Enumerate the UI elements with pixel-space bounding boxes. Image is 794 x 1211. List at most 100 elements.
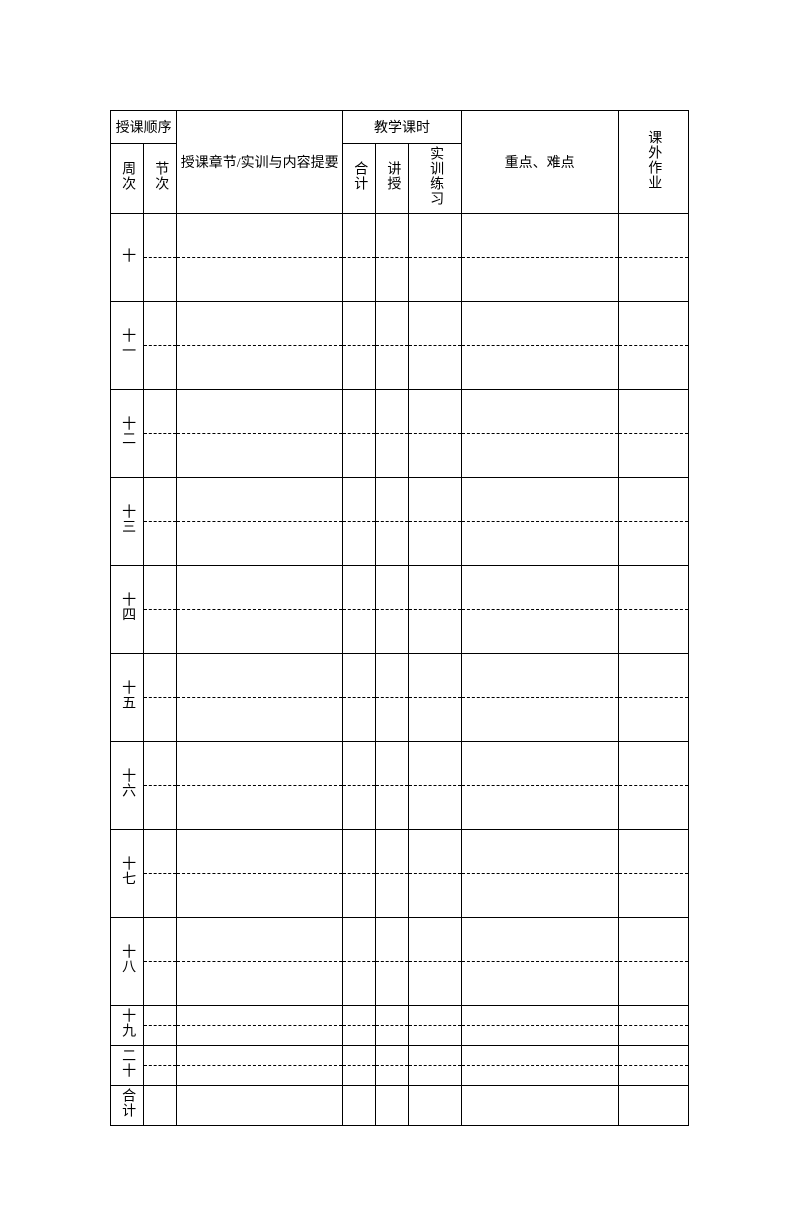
cell-hours-total: [343, 566, 376, 610]
cell-hours-lecture: [376, 390, 409, 434]
table-row-total: 合计: [111, 1086, 689, 1126]
cell-session: [144, 434, 177, 478]
cell-hours-total: [343, 654, 376, 698]
week-label: 十九: [111, 1006, 144, 1046]
cell-content: [177, 258, 343, 302]
cell-keypoints: [461, 786, 618, 830]
cell-homework: [618, 1046, 688, 1066]
cell-keypoints: [461, 1066, 618, 1086]
cell-homework: [618, 1066, 688, 1086]
table-row: [111, 962, 689, 1006]
table-row: [111, 698, 689, 742]
header-row-1: 授课顺序 授课章节/实训与内容提要 教学课时 重点、难点 课外作业: [111, 111, 689, 144]
cell-hours-practice: [409, 830, 461, 874]
cell-hours-total: [343, 390, 376, 434]
cell-session: [144, 830, 177, 874]
cell-session: [144, 698, 177, 742]
cell-session: [144, 566, 177, 610]
cell-session: [144, 522, 177, 566]
cell-hours-practice: [409, 522, 461, 566]
cell-homework: [618, 214, 688, 258]
week-label: 十三: [111, 478, 144, 566]
cell-keypoints: [461, 302, 618, 346]
cell-hours-lecture: [376, 1026, 409, 1046]
col-week: 周次: [111, 144, 144, 214]
cell-content: [177, 478, 343, 522]
cell-homework: [618, 478, 688, 522]
cell-keypoints: [461, 478, 618, 522]
cell-hours-total: [343, 346, 376, 390]
cell-session: [144, 1026, 177, 1046]
cell-keypoints: [461, 258, 618, 302]
cell-homework: [618, 1086, 688, 1126]
cell-hours-practice: [409, 214, 461, 258]
cell-content: [177, 874, 343, 918]
cell-homework: [618, 742, 688, 786]
table-row: [111, 522, 689, 566]
cell-content: [177, 830, 343, 874]
cell-hours-practice: [409, 1086, 461, 1126]
cell-keypoints: [461, 830, 618, 874]
cell-session: [144, 874, 177, 918]
week-label: 十八: [111, 918, 144, 1006]
cell-session: [144, 258, 177, 302]
cell-hours-total: [343, 1046, 376, 1066]
cell-hours-lecture: [376, 654, 409, 698]
cell-content: [177, 1086, 343, 1126]
table-row: [111, 610, 689, 654]
cell-homework: [618, 962, 688, 1006]
cell-content: [177, 654, 343, 698]
cell-keypoints: [461, 1006, 618, 1026]
table-row: [111, 434, 689, 478]
cell-hours-practice: [409, 654, 461, 698]
cell-hours-total: [343, 258, 376, 302]
cell-hours-lecture: [376, 1066, 409, 1086]
cell-keypoints: [461, 346, 618, 390]
cell-hours-total: [343, 698, 376, 742]
cell-keypoints: [461, 1026, 618, 1046]
cell-hours-lecture: [376, 610, 409, 654]
cell-hours-lecture: [376, 302, 409, 346]
cell-hours-lecture: [376, 742, 409, 786]
cell-hours-lecture: [376, 346, 409, 390]
cell-hours-total: [343, 874, 376, 918]
cell-keypoints: [461, 566, 618, 610]
cell-homework: [618, 434, 688, 478]
table-row: 十六: [111, 742, 689, 786]
week-label: 二十: [111, 1046, 144, 1086]
cell-session: [144, 1066, 177, 1086]
col-hours-total: 合计: [343, 144, 376, 214]
cell-content: [177, 566, 343, 610]
cell-homework: [618, 522, 688, 566]
cell-hours-practice: [409, 434, 461, 478]
cell-session: [144, 610, 177, 654]
col-session: 节次: [144, 144, 177, 214]
cell-homework: [618, 1026, 688, 1046]
table-row: 十二: [111, 390, 689, 434]
cell-content: [177, 302, 343, 346]
table-row: 十三: [111, 478, 689, 522]
cell-hours-total: [343, 522, 376, 566]
cell-homework: [618, 566, 688, 610]
cell-hours-total: [343, 830, 376, 874]
cell-content: [177, 1066, 343, 1086]
cell-content: [177, 390, 343, 434]
cell-content: [177, 346, 343, 390]
cell-content: [177, 214, 343, 258]
cell-keypoints: [461, 962, 618, 1006]
cell-hours-lecture: [376, 698, 409, 742]
cell-content: [177, 698, 343, 742]
cell-keypoints: [461, 214, 618, 258]
cell-homework: [618, 346, 688, 390]
cell-hours-practice: [409, 610, 461, 654]
cell-homework: [618, 874, 688, 918]
week-label: 十: [111, 214, 144, 302]
cell-hours-practice: [409, 698, 461, 742]
week-label-total: 合计: [111, 1086, 144, 1126]
cell-hours-total: [343, 1086, 376, 1126]
cell-content: [177, 1046, 343, 1066]
cell-hours-practice: [409, 258, 461, 302]
cell-keypoints: [461, 610, 618, 654]
cell-keypoints: [461, 1086, 618, 1126]
week-label: 十七: [111, 830, 144, 918]
